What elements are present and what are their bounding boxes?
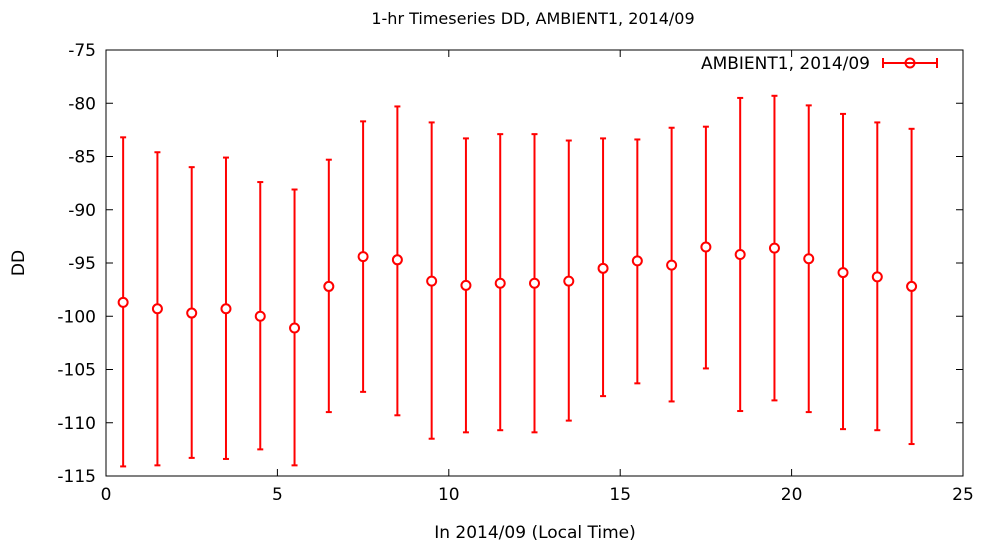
x-tick-label: 5 [272, 485, 283, 505]
data-point [871, 271, 883, 283]
data-point [734, 248, 746, 260]
y-axis-ticks: -75 -80 -85 -90 -95 -100 -105 -110 -115 [57, 41, 963, 487]
y-axis-label: DD [9, 250, 29, 276]
legend-label: AMBIENT1, 2014/09 [701, 54, 870, 74]
data-point [597, 262, 609, 274]
legend: AMBIENT1, 2014/09 [701, 54, 938, 74]
chart-title: 1-hr Timeseries DD, AMBIENT1, 2014/09 [371, 9, 694, 28]
data-point [563, 275, 575, 287]
y-tick-label: -105 [57, 361, 96, 381]
data-point [768, 242, 780, 254]
x-tick-label: 15 [609, 485, 631, 505]
y-tick-label: -80 [68, 94, 96, 114]
data-point [700, 241, 712, 253]
data-point [151, 303, 163, 315]
data-point [837, 267, 849, 279]
data-point [906, 280, 918, 292]
legend-marker [904, 57, 916, 69]
error-bars [120, 94, 915, 468]
x-tick-label: 25 [952, 485, 974, 505]
x-axis-ticks: 0 5 10 15 20 25 [101, 50, 974, 505]
x-tick-label: 0 [101, 485, 112, 505]
data-point [666, 259, 678, 271]
y-tick-label: -85 [68, 148, 96, 168]
data-point [494, 277, 506, 289]
data-point [391, 254, 403, 266]
data-point [323, 280, 335, 292]
y-tick-label: -115 [57, 467, 96, 487]
data-point [220, 303, 232, 315]
data-point [289, 322, 301, 334]
data-point [186, 307, 198, 319]
data-point [117, 296, 129, 308]
y-tick-label: -75 [68, 41, 96, 61]
x-axis-label: In 2014/09 (Local Time) [434, 523, 636, 543]
data-point [631, 255, 643, 267]
y-tick-label: -90 [68, 201, 96, 221]
data-point [254, 310, 266, 322]
y-tick-label: -100 [57, 307, 96, 327]
data-point [803, 253, 815, 265]
y-tick-label: -95 [68, 254, 96, 274]
x-tick-label: 10 [438, 485, 460, 505]
data-point [529, 277, 540, 289]
data-point [357, 251, 369, 263]
data-point [460, 279, 472, 291]
x-tick-label: 20 [781, 485, 803, 505]
y-tick-label: -110 [57, 414, 96, 434]
data-point [426, 275, 438, 287]
data-points [117, 241, 918, 334]
